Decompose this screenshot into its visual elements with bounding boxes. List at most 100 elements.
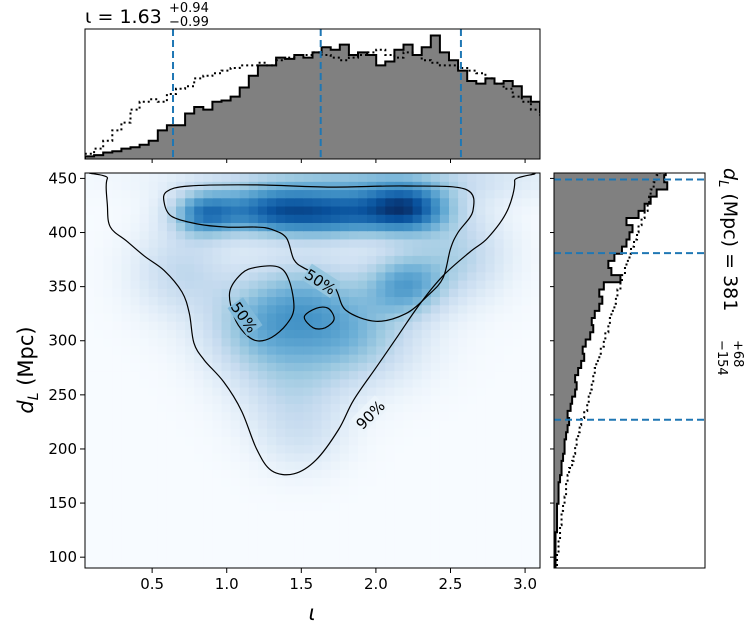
heatmap-cell [157, 444, 168, 454]
heatmap-cell [303, 370, 314, 380]
heatmap-cell [194, 321, 204, 330]
heatmap-cell [348, 329, 359, 339]
heatmap-cell [257, 255, 268, 265]
x-tick-label: 2.0 [364, 575, 388, 593]
heatmap-cell [157, 329, 168, 339]
heatmap-cell [103, 189, 113, 199]
heatmap-cell [503, 247, 514, 256]
heatmap-cell [512, 535, 523, 544]
heatmap-cell [494, 485, 505, 495]
heatmap-cell [85, 345, 95, 355]
heatmap-cell [412, 419, 423, 429]
heatmap-cell [476, 411, 486, 421]
heatmap-cell [203, 362, 213, 372]
heatmap-cell [521, 386, 532, 396]
heatmap-cell [503, 345, 514, 355]
heatmap-cell [303, 493, 314, 503]
heatmap-cell [348, 518, 359, 528]
heatmap-cell [230, 469, 241, 479]
heatmap-cell [403, 271, 414, 281]
heatmap-cell [212, 395, 223, 405]
heatmap-cell [103, 493, 113, 503]
heatmap-cell [521, 510, 532, 520]
heatmap-cell [176, 411, 186, 421]
heatmap-cell [467, 354, 477, 363]
heatmap-cell [476, 444, 486, 454]
heatmap-cell [94, 247, 104, 256]
heatmap-cell [385, 403, 395, 413]
heatmap-cell [248, 559, 259, 568]
heatmap-cell [449, 378, 459, 388]
heatmap-cell [439, 386, 450, 396]
heatmap-cell [221, 403, 232, 413]
heatmap-cell [385, 419, 395, 429]
heatmap-cell [148, 403, 159, 413]
heatmap-cell [121, 502, 132, 511]
heatmap-cell [376, 493, 386, 503]
heatmap-cell [194, 255, 204, 265]
heatmap-cell [121, 222, 132, 232]
heatmap-cell [376, 247, 386, 256]
heatmap-cell [185, 526, 195, 536]
heatmap-cell [166, 502, 177, 511]
heatmap-cell [157, 526, 168, 536]
heatmap-cell [348, 485, 359, 495]
heatmap-cell [85, 214, 95, 223]
heatmap-cell [503, 559, 514, 568]
heatmap-cell [439, 354, 450, 363]
heatmap-cell [494, 238, 505, 248]
heatmap-cell [512, 436, 523, 446]
heatmap-cell [130, 526, 141, 536]
heatmap-cell [512, 395, 523, 405]
heatmap-cell [376, 189, 386, 199]
heatmap-cell [321, 173, 332, 182]
heatmap-cell [148, 370, 159, 380]
heatmap-cell [412, 518, 423, 528]
heatmap-cell [230, 321, 241, 330]
heatmap-cell [403, 345, 414, 355]
heatmap-cell [166, 395, 177, 405]
heatmap-cell [367, 181, 377, 191]
heatmap-cell [485, 419, 496, 429]
heatmap-cell [467, 304, 477, 314]
heatmap-cell [148, 288, 159, 298]
heatmap-cell [139, 411, 150, 421]
heatmap-cell [257, 205, 268, 215]
heatmap-cell [449, 477, 459, 487]
heatmap-cell [148, 247, 159, 256]
heatmap-cell [439, 502, 450, 511]
heatmap-cell [121, 485, 132, 495]
heatmap-cell [385, 502, 395, 511]
heatmap-cell [194, 271, 204, 281]
heatmap-cell [439, 551, 450, 561]
heatmap-cell [257, 304, 268, 314]
heatmap-cell [276, 288, 286, 298]
heatmap-cell [348, 419, 359, 429]
heatmap-cell [339, 419, 350, 429]
heatmap-cell [112, 197, 122, 207]
heatmap-cell [139, 452, 150, 462]
heatmap-cell [330, 395, 341, 405]
heatmap-cell [203, 173, 213, 182]
heatmap-cell [449, 329, 459, 339]
heatmap-cell [449, 197, 459, 207]
contour-lines [88, 173, 536, 476]
heatmap-cell [248, 526, 259, 536]
heatmap-cell [148, 428, 159, 437]
heatmap-cell [330, 378, 341, 388]
heatmap-cell [503, 255, 514, 265]
heatmap-cell [403, 535, 414, 544]
heatmap-cell [303, 419, 314, 429]
heatmap-cell [449, 411, 459, 421]
heatmap-cell [367, 502, 377, 511]
heatmap-cell [503, 461, 514, 470]
heatmap-cell [530, 222, 540, 232]
heatmap-cell [321, 485, 332, 495]
heatmap-cell [449, 419, 459, 429]
heatmap-cell [412, 493, 423, 503]
heatmap-cell [412, 395, 423, 405]
heatmap-cell [385, 354, 395, 363]
heatmap-cell [103, 535, 113, 544]
heatmap-cell [294, 304, 304, 314]
heatmap-cell [166, 312, 177, 322]
